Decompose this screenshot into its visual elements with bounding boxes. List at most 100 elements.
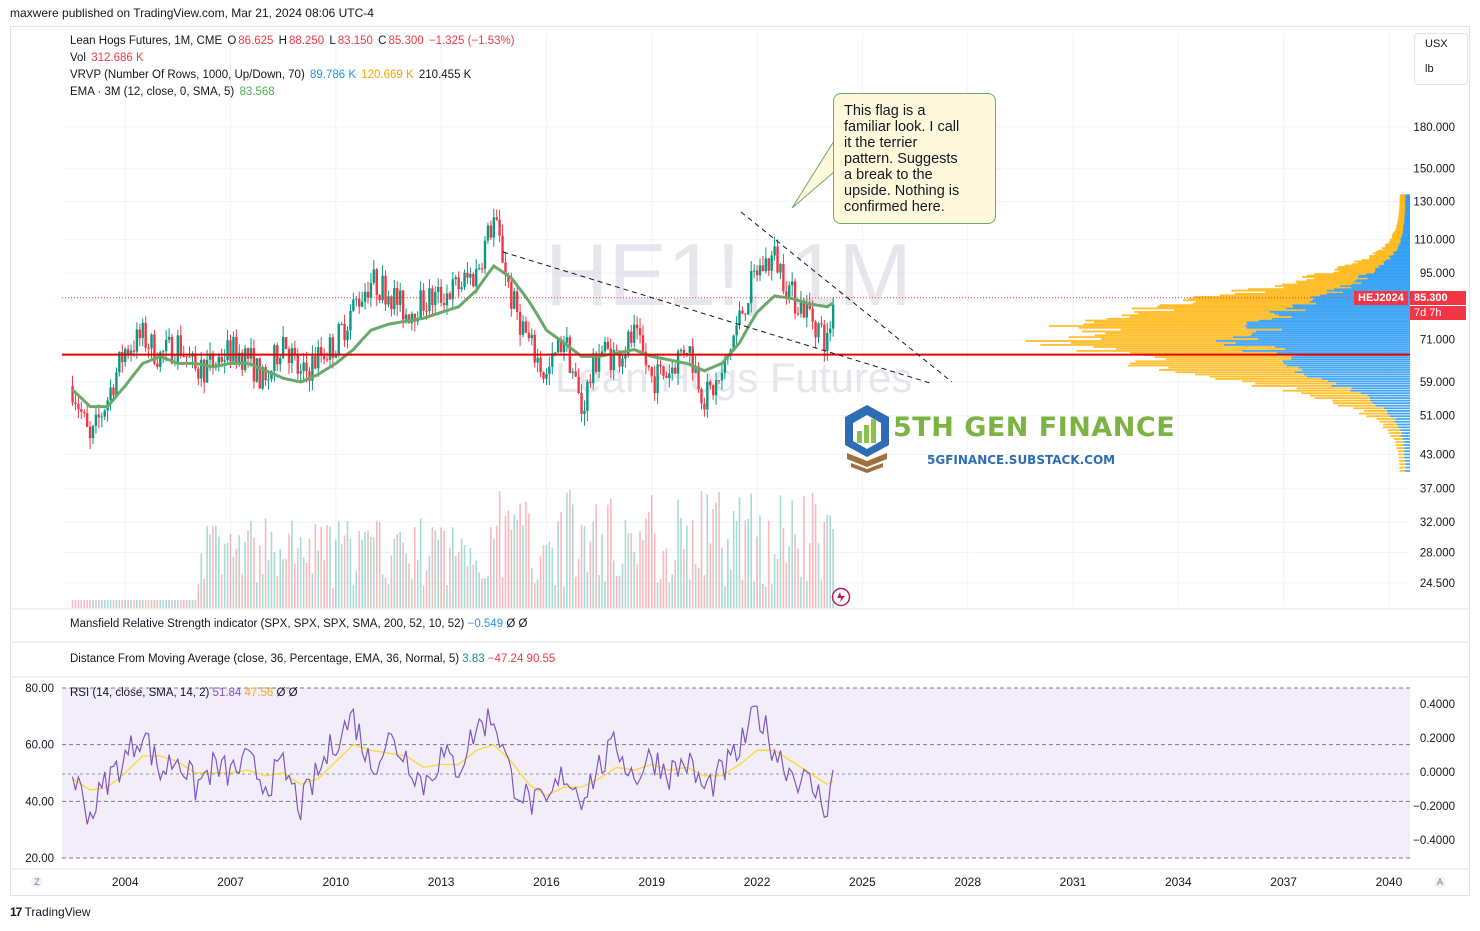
rsi-tick-label: 80.00 bbox=[25, 683, 54, 695]
candle-body bbox=[761, 265, 765, 272]
candle-body bbox=[545, 373, 548, 379]
time-tick-label: 2037 bbox=[1270, 875, 1297, 889]
volume-bar bbox=[618, 576, 621, 608]
time-tick-label: 2034 bbox=[1165, 875, 1192, 889]
volume-bar bbox=[712, 508, 714, 608]
volume-bar bbox=[665, 548, 668, 608]
vp-row-down bbox=[1131, 307, 1286, 310]
volume-bar bbox=[413, 527, 416, 608]
vp-row-down bbox=[1251, 385, 1332, 387]
candle-body bbox=[638, 328, 642, 336]
candle-body bbox=[328, 337, 332, 360]
vp-row-down bbox=[1154, 356, 1292, 359]
mansfield-legend[interactable]: Mansfield Relative Strength indicator (S… bbox=[70, 618, 527, 630]
volume-bar bbox=[276, 576, 279, 608]
volume-bar bbox=[817, 543, 820, 608]
candle-body bbox=[735, 325, 738, 336]
candle-body bbox=[188, 356, 191, 358]
candle-body bbox=[463, 272, 466, 288]
volume-bar bbox=[800, 576, 802, 608]
vp-row-up bbox=[1291, 358, 1410, 361]
candle-body bbox=[796, 313, 800, 315]
log-scale-button[interactable]: Z bbox=[31, 876, 43, 888]
candle-body bbox=[71, 385, 74, 403]
legend-vrvp[interactable]: VRVP (Number Of Rows, 1000, Up/Down, 70)… bbox=[70, 69, 473, 81]
candle-body bbox=[738, 310, 741, 326]
candle-body bbox=[264, 366, 267, 381]
currency-unit-selector[interactable]: USX lb bbox=[1414, 33, 1468, 85]
volume-bar bbox=[662, 551, 665, 608]
footer-brand-label: TradingView bbox=[24, 905, 91, 919]
vp-row-down bbox=[1395, 228, 1403, 231]
distance-legend[interactable]: Distance From Moving Average (close, 36,… bbox=[70, 653, 555, 665]
publish-info: maxwere published on TradingView.com, Ma… bbox=[10, 6, 374, 20]
volume-bar bbox=[390, 555, 393, 608]
candle-body bbox=[100, 416, 103, 418]
candle-body bbox=[594, 353, 598, 372]
vp-row-up bbox=[1404, 447, 1410, 449]
vp-row-down bbox=[1219, 294, 1320, 297]
candle-body bbox=[296, 354, 299, 374]
candle-body bbox=[817, 323, 820, 338]
volume-bar bbox=[697, 567, 700, 608]
volume-bar bbox=[232, 556, 235, 608]
rsi-ma-line bbox=[72, 743, 834, 797]
legend-volume[interactable]: Vol 312.686 K bbox=[70, 52, 146, 64]
vp-row-up bbox=[1361, 282, 1410, 284]
candle-body bbox=[744, 313, 747, 315]
vp-row-up bbox=[1398, 426, 1410, 429]
candle-body bbox=[396, 288, 399, 305]
candle-body bbox=[331, 337, 335, 358]
candle-body bbox=[635, 324, 639, 329]
auto-scale-button[interactable]: A bbox=[1434, 876, 1446, 888]
volume-bar bbox=[247, 530, 249, 608]
vp-row-up bbox=[1397, 423, 1410, 426]
vp-row-down bbox=[1361, 259, 1386, 261]
vp-row-up bbox=[1294, 371, 1410, 374]
candle-body bbox=[325, 359, 329, 361]
volume-bar bbox=[569, 489, 571, 608]
candle-body bbox=[688, 346, 691, 353]
legend-ema[interactable]: EMA · 3M (12, close, 0, SMA, 5) 83.568 bbox=[70, 86, 277, 98]
candle-body bbox=[454, 277, 457, 280]
vp-row-up bbox=[1269, 310, 1410, 313]
volume-bar bbox=[691, 520, 694, 608]
annotation-callout[interactable]: This flag is a familiar look. I call it … bbox=[833, 93, 996, 224]
vp-row-up bbox=[1404, 216, 1410, 219]
candle-body bbox=[770, 255, 773, 271]
vp-row-up bbox=[1271, 317, 1410, 320]
candle-body bbox=[650, 367, 653, 377]
candle-body bbox=[129, 350, 133, 355]
candle-body bbox=[720, 372, 724, 381]
volume-bar bbox=[463, 545, 466, 608]
volume-bar bbox=[253, 537, 255, 608]
countdown-tag: 7d 7h bbox=[1410, 306, 1466, 320]
vp-row-down bbox=[1398, 453, 1405, 456]
vp-row-down bbox=[1265, 291, 1343, 294]
legend-l-label: L bbox=[329, 35, 336, 47]
candle-body bbox=[375, 269, 378, 296]
candle-body bbox=[156, 363, 159, 367]
candle-body bbox=[597, 354, 601, 372]
footer-brand[interactable]: 17 TradingView bbox=[10, 905, 91, 919]
candle-body bbox=[574, 371, 577, 377]
vp-row-down bbox=[1352, 407, 1384, 410]
volume-bar bbox=[203, 578, 205, 608]
mansfield-value: −0.549 bbox=[467, 618, 504, 630]
vp-row-up bbox=[1326, 289, 1410, 292]
vp-row-up bbox=[1401, 432, 1410, 434]
legend-ohlc[interactable]: Lean Hogs Futures, 1M, CME O 86.625 H 88.2… bbox=[70, 35, 517, 47]
candle-body bbox=[510, 281, 513, 309]
volume-bar bbox=[133, 600, 135, 608]
vp-row-down bbox=[1397, 221, 1404, 224]
volume-bar bbox=[718, 491, 720, 608]
vp-row-down bbox=[1396, 447, 1405, 449]
legend-c: 85.300 bbox=[388, 35, 424, 47]
volume-bar bbox=[144, 600, 147, 608]
volume-bar bbox=[326, 525, 328, 608]
vp-row-up bbox=[1401, 234, 1410, 237]
candle-body bbox=[618, 350, 621, 367]
rsi-legend[interactable]: RSI (14, close, SMA, 14, 2) 51.84 47.56 … bbox=[70, 687, 298, 699]
candle-body bbox=[831, 304, 835, 329]
